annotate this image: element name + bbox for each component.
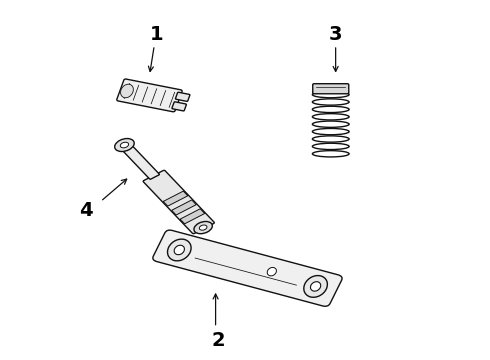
Ellipse shape: [115, 139, 134, 152]
Ellipse shape: [313, 114, 349, 120]
FancyBboxPatch shape: [163, 191, 188, 206]
FancyBboxPatch shape: [117, 79, 182, 112]
Ellipse shape: [313, 106, 349, 113]
Ellipse shape: [313, 121, 349, 127]
FancyBboxPatch shape: [175, 92, 190, 102]
Ellipse shape: [313, 99, 349, 105]
Text: 3: 3: [329, 25, 343, 44]
Ellipse shape: [174, 245, 184, 255]
FancyBboxPatch shape: [172, 102, 186, 111]
Ellipse shape: [313, 129, 349, 135]
FancyBboxPatch shape: [180, 209, 204, 224]
Ellipse shape: [313, 136, 349, 142]
Text: 1: 1: [150, 25, 164, 44]
Ellipse shape: [313, 91, 349, 98]
FancyBboxPatch shape: [153, 230, 342, 306]
Text: 2: 2: [211, 331, 225, 350]
Ellipse shape: [311, 282, 321, 291]
FancyBboxPatch shape: [143, 170, 214, 234]
Ellipse shape: [304, 275, 327, 297]
Ellipse shape: [267, 267, 276, 276]
Ellipse shape: [168, 239, 191, 261]
Ellipse shape: [194, 221, 212, 234]
Ellipse shape: [120, 142, 128, 148]
Ellipse shape: [313, 143, 349, 149]
Ellipse shape: [121, 84, 133, 98]
Text: 4: 4: [79, 201, 93, 220]
FancyBboxPatch shape: [313, 84, 349, 94]
FancyBboxPatch shape: [120, 142, 159, 179]
Ellipse shape: [199, 225, 207, 230]
Ellipse shape: [313, 150, 349, 157]
FancyBboxPatch shape: [172, 200, 196, 215]
